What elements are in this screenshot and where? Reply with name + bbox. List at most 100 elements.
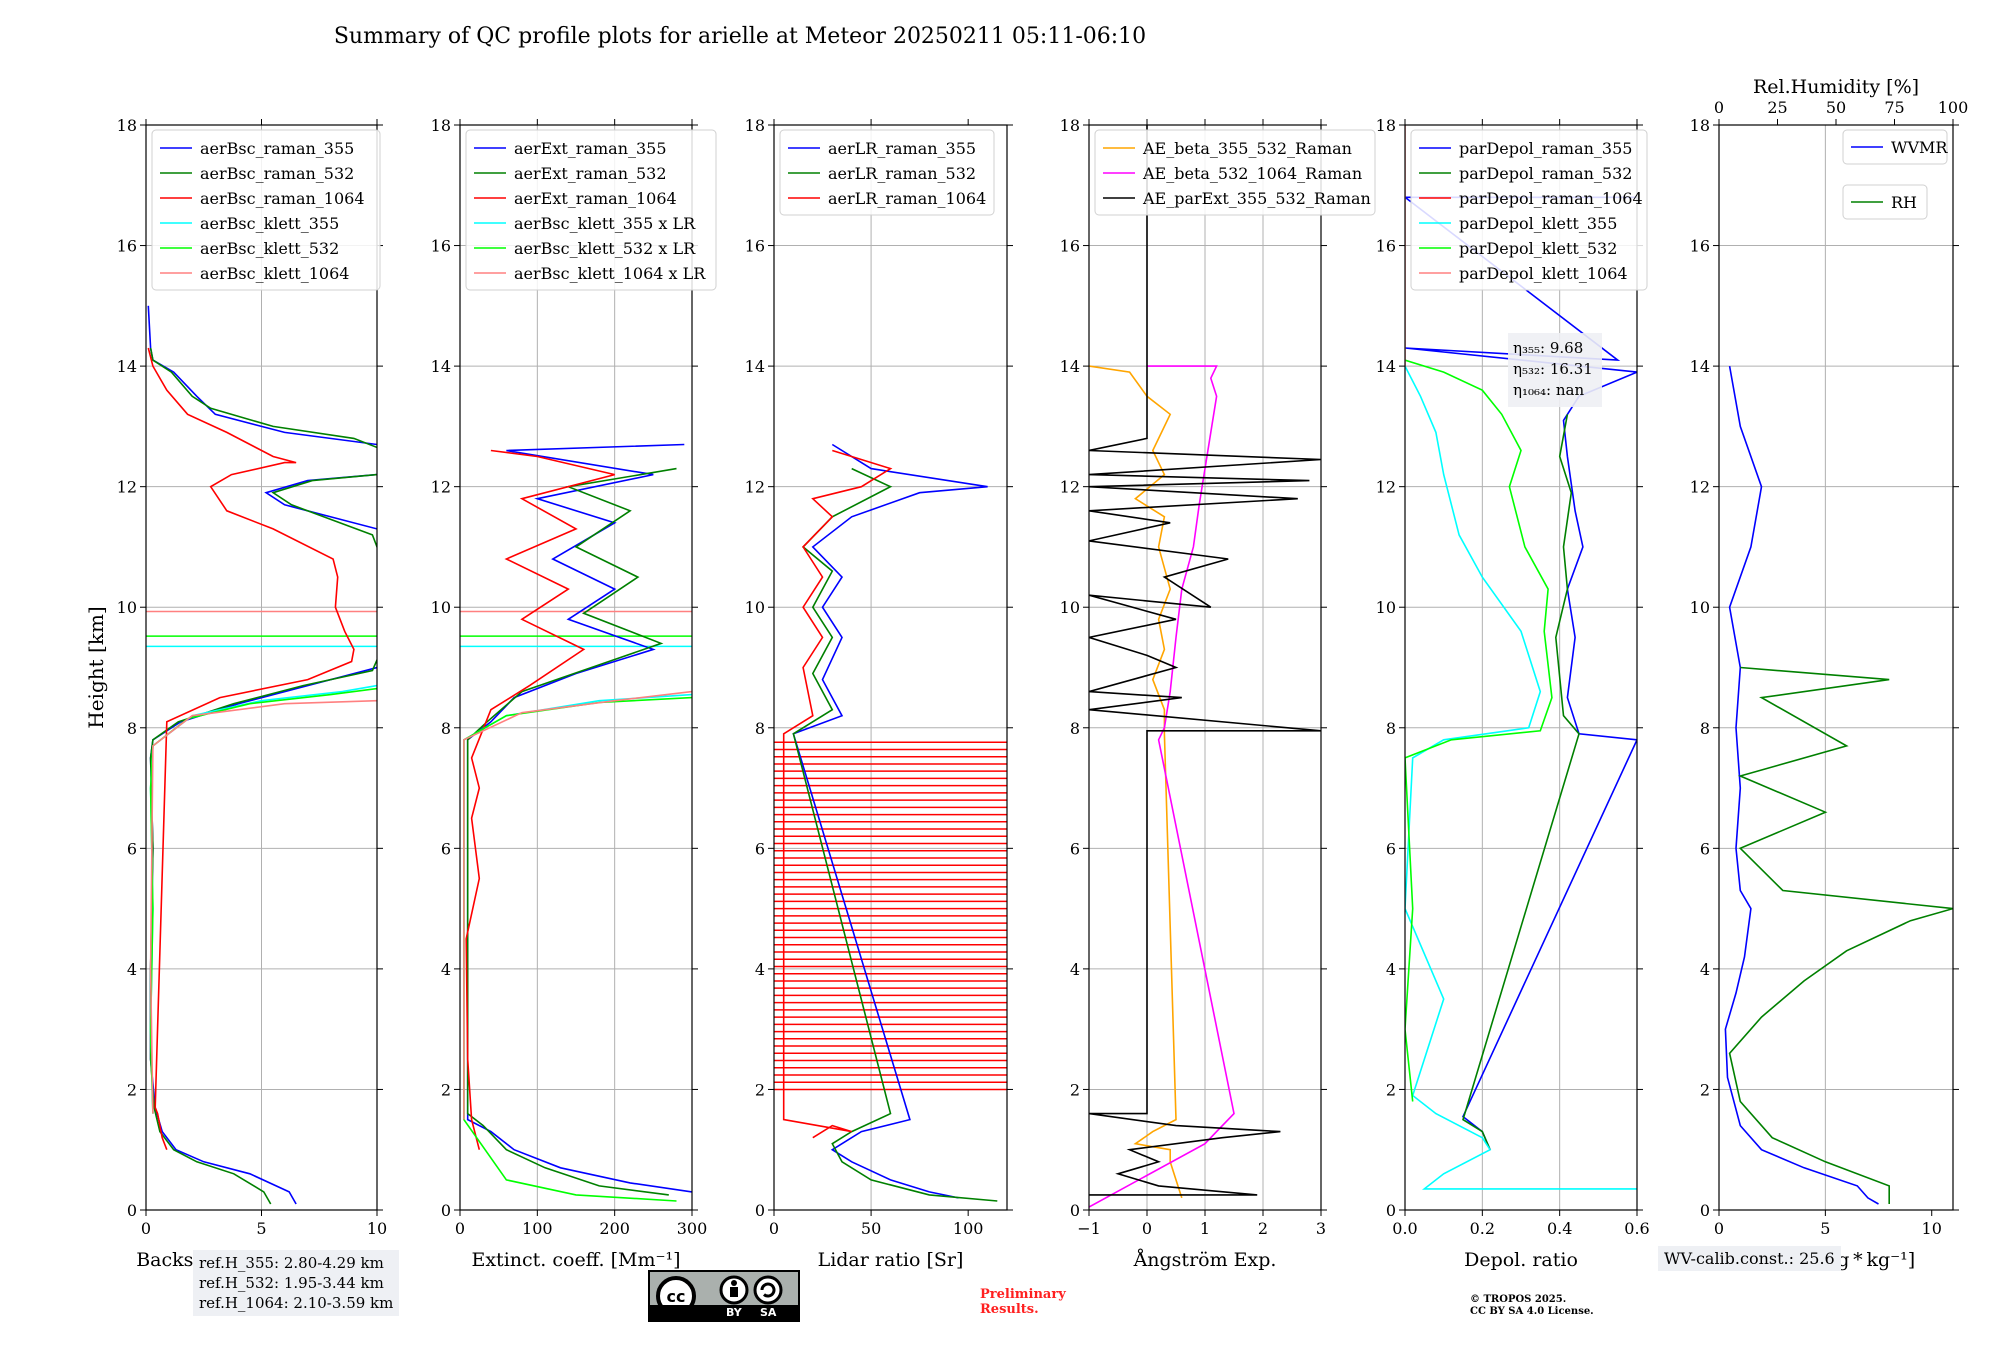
series-parDepol_klett_355 xyxy=(1405,365,1637,1190)
y-tick-label: 16 xyxy=(1376,237,1396,256)
eta-annotation: η₃₅₅: 9.68 η₅₃₂: 16.31 η₁₀₆₄: nan xyxy=(1508,333,1602,407)
x-tick-label: 50 xyxy=(861,1219,881,1238)
cc-sa-label: SA xyxy=(760,1306,777,1319)
y-tick-label: 18 xyxy=(431,116,451,135)
plot-area xyxy=(774,443,1007,1202)
y-tick-label: 2 xyxy=(1070,1080,1080,1099)
legend-box xyxy=(779,129,995,216)
legend-entry: aerBsc_raman_1064 xyxy=(200,189,365,208)
y-tick-label: 2 xyxy=(1700,1080,1710,1099)
y-tick-label: 4 xyxy=(127,960,137,979)
y-tick-label: 12 xyxy=(117,478,137,497)
legend-entry: aerBsc_klett_532 xyxy=(200,239,339,258)
series-aerExt_raman_532 xyxy=(466,467,677,1196)
y-tick-label: 8 xyxy=(441,719,451,738)
y-tick-label: 2 xyxy=(1386,1080,1396,1099)
y-tick-label: 12 xyxy=(1690,478,1710,497)
series-AE_parExt_355_532_Raman xyxy=(1089,125,1321,1196)
y-tick-label: 12 xyxy=(745,478,765,497)
series-parDepol_raman_532 xyxy=(1462,414,1580,1151)
legend-entry: aerLR_raman_355 xyxy=(828,139,976,158)
legend: AE_beta_355_532_Raman AE_beta_532_1064_Ra… xyxy=(1094,129,1376,216)
ref-height-532: ref.H_532: 1.95-3.44 km xyxy=(199,1274,384,1292)
y-tick-label: 16 xyxy=(1060,237,1080,256)
y-tick-label: 10 xyxy=(1376,598,1396,617)
y-tick-label: 0 xyxy=(441,1201,451,1220)
legend-entry: AE_beta_532_1064_Raman xyxy=(1142,164,1362,183)
y-tick-label: 6 xyxy=(127,839,137,858)
cc-by-label: BY xyxy=(726,1306,742,1319)
y-tick-label: 8 xyxy=(1700,719,1710,738)
y-tick-label: 10 xyxy=(1060,598,1080,617)
legend-entry: aerBsc_klett_355 xyxy=(200,214,339,233)
y-tick-label: 6 xyxy=(1700,839,1710,858)
plot-area xyxy=(1724,365,1953,1205)
top-x-tick-label: 50 xyxy=(1826,98,1846,117)
y-tick-label: 14 xyxy=(1376,357,1396,376)
series-aerLR_raman_355 xyxy=(792,443,988,1199)
preliminary-line-1: Preliminary xyxy=(980,1287,1066,1302)
y-tick-label: 18 xyxy=(1060,116,1080,135)
x-tick-label: 100 xyxy=(953,1219,984,1238)
eta-line: η₃₅₅: 9.68 xyxy=(1513,339,1583,357)
series-aerBsc_klett_1064 xyxy=(149,699,377,1114)
x-tick-label: 0.0 xyxy=(1392,1219,1417,1238)
top-x-tick-label: 25 xyxy=(1767,98,1787,117)
eta-box xyxy=(1508,333,1602,407)
legend-entry: aerExt_raman_532 xyxy=(514,164,667,183)
y-tick-label: 18 xyxy=(1690,116,1710,135)
x-tick-label: 0.6 xyxy=(1624,1219,1649,1238)
top-x-axis-label: Rel.Humidity [%] xyxy=(1753,76,1919,98)
series-AE_beta_532_1064_Raman xyxy=(1089,365,1235,1208)
series-aerBsc_klett_355 x LR xyxy=(463,693,692,1120)
x-tick-label: −1 xyxy=(1077,1219,1101,1238)
panel-5: 0 2 4 6 8 10 12 14 16 18 0.0 0.2 0.4 0.6 Depol. ratio p… xyxy=(1376,116,1650,1271)
legend: parDepol_raman_355 parDepol_raman_532 parD… xyxy=(1410,129,1648,291)
share-alike-arrow xyxy=(760,1282,776,1298)
copyright-line-2: CC BY SA 4.0 License. xyxy=(1470,1306,1594,1317)
x-axis-label: Extinct. coeff. [Mm⁻¹] xyxy=(471,1249,680,1271)
y-tick-label: 14 xyxy=(1690,357,1710,376)
preliminary-line-2: Results. xyxy=(980,1302,1039,1317)
x-tick-label: 300 xyxy=(677,1219,708,1238)
legend-label: RH xyxy=(1891,193,1917,212)
legend-box xyxy=(465,129,717,291)
y-tick-label: 10 xyxy=(745,598,765,617)
y-tick-label: 14 xyxy=(745,357,765,376)
legend: aerBsc_raman_355 aerBsc_raman_532 aerBsc_r… xyxy=(151,129,381,291)
legend-entry: parDepol_klett_1064 xyxy=(1459,264,1628,283)
plot-frame xyxy=(1718,124,1954,1211)
plot-area xyxy=(460,443,692,1202)
y-tick-label: 10 xyxy=(431,598,451,617)
top-x-tick-label: 0 xyxy=(1714,98,1724,117)
x-tick-label: 5 xyxy=(256,1219,266,1238)
y-tick-label: 12 xyxy=(1376,478,1396,497)
y-tick-label: 6 xyxy=(1070,839,1080,858)
y-tick-label: 4 xyxy=(1070,960,1080,979)
legend-entry: aerBsc_klett_1064 xyxy=(200,264,349,283)
y-tick-label: 0 xyxy=(127,1201,137,1220)
wv-calibration-box: WV-calib.const.: 25.6 xyxy=(1658,1246,1841,1271)
legend-box xyxy=(1094,129,1376,216)
legend-entry: parDepol_raman_355 xyxy=(1459,139,1632,158)
y-tick-label: 8 xyxy=(127,719,137,738)
y-tick-label: 0 xyxy=(755,1201,765,1220)
series-RH xyxy=(1728,666,1953,1204)
x-tick-label: 0.4 xyxy=(1547,1219,1572,1238)
x-tick-label: 0 xyxy=(1714,1219,1724,1238)
y-tick-label: 18 xyxy=(745,116,765,135)
legend-entry: AE_parExt_355_532_Raman xyxy=(1142,189,1371,208)
y-tick-label: 14 xyxy=(431,357,451,376)
legend-entry: aerLR_raman_532 xyxy=(828,164,976,183)
x-axis-label: Depol. ratio xyxy=(1464,1249,1578,1271)
plot-frame xyxy=(773,124,1008,1211)
plot-area xyxy=(1405,125,1637,1190)
y-tick-label: 10 xyxy=(1690,598,1710,617)
legend-label: WVMR xyxy=(1891,138,1948,157)
cc-logo-text: cc xyxy=(667,1287,686,1306)
y-tick-label: 4 xyxy=(1386,960,1396,979)
y-tick-label: 2 xyxy=(755,1080,765,1099)
y-tick-label: 6 xyxy=(1386,839,1396,858)
legend-entry: aerExt_raman_355 xyxy=(514,139,667,158)
